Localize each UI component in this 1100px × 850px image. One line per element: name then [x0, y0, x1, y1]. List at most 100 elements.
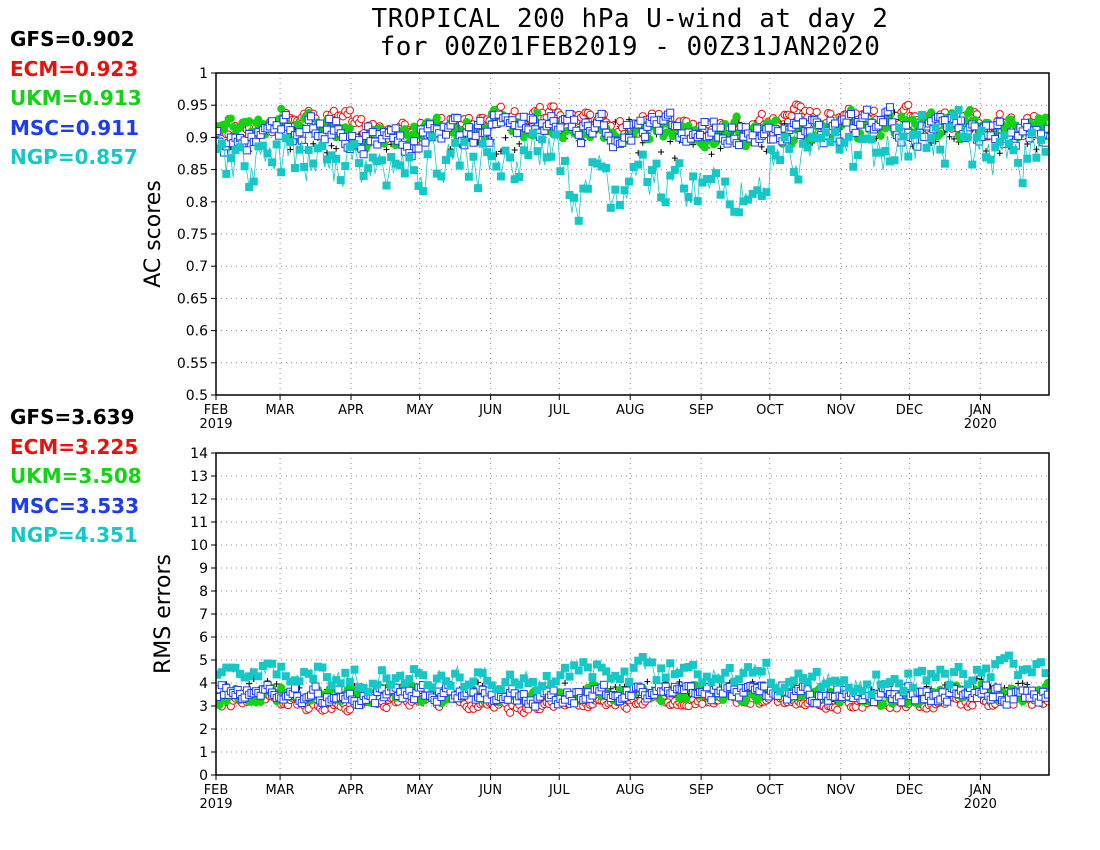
rms-errors-point-ukm: [256, 697, 265, 706]
rms-errors-point-msc: [1043, 690, 1049, 699]
rms-errors-point-msc: [531, 702, 540, 711]
rms-errors-point-msc: [760, 682, 769, 691]
ac-scores-point-ngp: [762, 188, 771, 197]
ac-scores-point-ngp: [675, 159, 684, 168]
ac-scores-point-ngp: [524, 150, 533, 159]
rms-errors-point-ngp: [542, 672, 551, 681]
ac-scores-point-ngp: [721, 177, 730, 186]
rms-errors-point-ngp: [629, 663, 638, 672]
rms-errors-point-ngp: [986, 673, 995, 682]
ac-scores-point-ngp: [560, 156, 569, 165]
ac-scores-point-msc: [748, 131, 757, 140]
ac-scores-point-msc: [666, 108, 675, 117]
rms-errors-point-ngp: [272, 670, 281, 679]
rms-errors-point-msc: [943, 697, 952, 706]
rms-errors-ytick-label: 12: [190, 492, 208, 508]
rms-errors-point-ngp: [254, 672, 263, 681]
ac-scores-point-gfs: [758, 143, 765, 150]
rms-errors-point-msc: [627, 691, 636, 700]
rms-stat-ngp: NGP=4.351: [10, 523, 138, 547]
rms-errors-point-ngp: [258, 661, 267, 670]
rms-errors-point-ngp: [625, 677, 634, 686]
rms-errors-point-ngp: [885, 678, 894, 687]
ac-scores-point-ngp: [917, 110, 926, 119]
ac-scores-point-msc: [769, 135, 778, 144]
ac-scores-point-ecm: [757, 109, 766, 119]
ac-stat-ngp: NGP=0.857: [10, 145, 138, 169]
ac-scores-point-ngp: [1018, 179, 1027, 188]
ac-scores-point-ngp: [812, 134, 821, 143]
ac-stat-msc: MSC=0.911: [10, 115, 140, 140]
ac-scores-point-msc: [339, 133, 348, 142]
rms-errors-xtick-label: AUG: [616, 783, 644, 798]
ac-scores-point-ukm: [732, 112, 741, 121]
ac-scores-point-msc: [792, 120, 801, 129]
ac-scores-point-ngp: [249, 177, 258, 186]
rms-errors-point-ecm: [505, 708, 515, 717]
rms-errors-point-ngp: [588, 673, 597, 682]
ac-scores-point-msc: [421, 138, 430, 147]
ac-scores-frame: [215, 72, 1050, 396]
ac-scores-point-ngp: [661, 198, 670, 207]
rms-errors-point-ngp: [236, 669, 245, 678]
ac-scores-point-ecm: [805, 106, 814, 116]
ac-scores-point-ukm: [345, 124, 354, 133]
ac-scores-point-ngp: [945, 123, 954, 132]
rms-errors-point-ngp: [524, 679, 533, 688]
ac-scores-point-ngp: [510, 175, 519, 184]
rms-errors-point-ngp: [858, 687, 867, 696]
rms-errors-point-ngp: [583, 663, 592, 672]
rms-errors-point-ngp: [300, 668, 309, 677]
ac-scores-point-ukm: [400, 125, 409, 134]
ac-scores-point-ngp: [1000, 131, 1009, 140]
ac-scores-point-msc: [753, 124, 762, 133]
rms-errors-ytick-label: 4: [199, 676, 208, 692]
ac-scores-point-ukm: [245, 117, 254, 126]
rms-errors-point-ngp: [515, 680, 524, 689]
rms-errors-point-ukm: [682, 695, 691, 704]
ac-scores-point-ngp: [1009, 146, 1018, 155]
ac-scores-point-ngp: [455, 161, 464, 170]
ac-scores-point-ngp: [840, 138, 849, 147]
ac-scores-point-ngp: [684, 193, 693, 202]
ac-scores-point-msc: [364, 122, 373, 131]
rms-errors-point-ngp: [464, 680, 473, 689]
ac-scores-point-ngp: [657, 193, 666, 202]
ac-scores-point-ngp: [437, 172, 446, 181]
ac-scores-point-ngp: [1004, 139, 1013, 148]
ac-stat-gfs: GFS=0.902: [10, 27, 135, 51]
rms-errors-point-msc: [570, 699, 579, 708]
rms-errors-point-ngp: [876, 680, 885, 689]
ac-scores-point-ngp: [849, 162, 858, 171]
ac-scores-point-ngp: [931, 123, 940, 132]
ac-scores-point-msc: [277, 125, 286, 134]
ac-scores-point-ngp: [295, 145, 304, 154]
rms-stat-msc: MSC=3.533: [10, 493, 140, 518]
ac-scores-point-ngp: [414, 181, 423, 190]
rms-errors-point-ngp: [295, 677, 304, 686]
rms-errors-point-ngp: [812, 667, 821, 676]
ac-scores-point-ngp: [268, 158, 277, 167]
ac-scores-point-msc: [242, 146, 251, 155]
ac-scores-point-ngp: [441, 156, 450, 165]
rms-errors-point-ngp: [400, 679, 409, 688]
rms-errors-point-msc: [519, 690, 528, 699]
rms-errors-point-ngp: [702, 672, 711, 681]
ac-scores-point-ngp: [217, 139, 226, 148]
rms-errors-point-ngp: [309, 674, 318, 683]
ac-scores-point-ngp: [885, 157, 894, 166]
rms-errors-point-ngp: [556, 671, 565, 680]
ac-scores-point-ngp: [986, 155, 995, 164]
ac-scores-point-msc: [471, 131, 480, 140]
ac-scores-point-ngp: [730, 207, 739, 216]
rms-errors-point-ngp: [890, 675, 899, 684]
ac-scores-point-ecm: [787, 111, 796, 121]
rms-errors-point-ngp: [670, 670, 679, 679]
rms-errors-point-ngp: [968, 676, 977, 685]
ac-scores-point-ecm: [510, 107, 519, 116]
ac-scores-point-msc: [707, 128, 716, 137]
ac-scores-point-ngp: [995, 137, 1004, 146]
rms-errors-point-msc: [911, 696, 920, 705]
ac-scores-point-msc: [641, 132, 650, 141]
ac-scores-point-ngp: [588, 158, 597, 167]
